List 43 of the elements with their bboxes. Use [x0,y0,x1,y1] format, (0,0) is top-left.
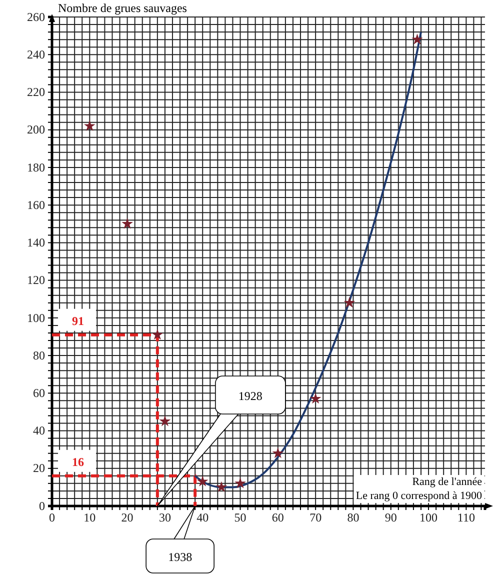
x-tick-label: 40 [196,510,209,525]
point [152,328,164,340]
point [216,481,228,492]
point [310,392,322,404]
x-tick-label: 30 [158,510,171,525]
y-tick-label: 140 [27,236,45,250]
x-tick-label: 10 [84,510,96,525]
point [122,218,133,229]
y-tick-label: 240 [27,47,45,62]
point [159,415,171,426]
x-tick-label: 100 [420,510,438,525]
annotation: 1928 [238,389,262,403]
x-tick-label: 90 [384,510,397,525]
y-tick-label: 20 [33,461,45,476]
y-tick-label: 60 [33,386,45,400]
y-tick-label: 40 [33,424,45,438]
y-tick-label: 120 [27,273,45,288]
x-axis-title: Rang de l'année Le rang 0 correspond à 1900 [356,476,482,502]
y-tick-label: 80 [33,348,45,362]
y-tick-label: 100 [27,310,45,325]
point [412,34,423,44]
x-tick-label: 110 [457,510,475,525]
y-tick-label: 160 [27,198,45,212]
y-tick-label: 180 [27,160,45,174]
point [196,476,208,486]
text: 1938 [168,550,192,564]
x-tick-label: 50 [234,510,246,525]
y-tick-label: 0 [39,498,45,513]
point [344,296,356,308]
y-tick-label: 260 [27,10,45,24]
point [234,477,246,488]
y-tick-label: 220 [27,85,45,100]
x-tick-label: 60 [272,510,284,525]
annotation: 16 [72,454,84,469]
y-tick-label: 200 [27,122,45,137]
annotation: 91 [72,314,84,328]
point [272,447,284,458]
x-tick-label: 80 [347,510,360,525]
point [84,120,96,131]
x-tick-label: 20 [121,510,134,525]
x-tick-label: 0 [49,510,55,525]
x-tick-label: 70 [310,510,322,525]
y-axis-title: Nombre de grues sauvages [58,1,188,15]
